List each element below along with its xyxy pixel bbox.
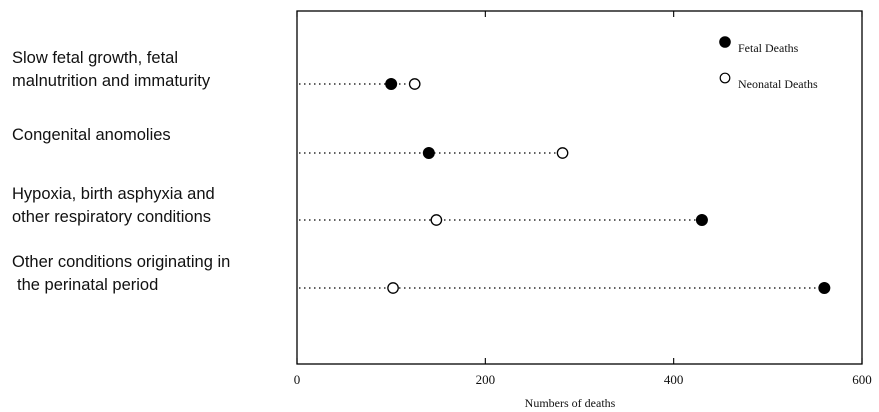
point-fetal-deaths-4: [818, 282, 831, 294]
x-axis-tick-labels: 0 200 400 600: [294, 372, 872, 387]
point-fetal-deaths-3: [695, 214, 708, 226]
point-fetal-deaths-2: [422, 147, 435, 159]
x-tick-label-0: 0: [294, 372, 301, 387]
x-tick-label-600: 600: [852, 372, 872, 387]
category-label-1-line-1: Slow fetal growth, fetal: [12, 49, 178, 67]
point-neonatal-deaths-3: [430, 214, 443, 226]
legend-marker-neonatal-deaths: [719, 72, 731, 84]
legend: Fetal Deaths Neonatal Deaths: [719, 36, 818, 91]
data-rows: [299, 78, 831, 294]
x-tick-label-200: 200: [476, 372, 496, 387]
x-axis-ticks: [296, 11, 863, 364]
x-axis-title: Numbers of deaths: [525, 396, 616, 410]
point-neonatal-deaths-1: [408, 78, 421, 90]
category-label-3-line-1: Hypoxia, birth asphyxia and: [12, 185, 215, 203]
point-fetal-deaths-1: [385, 78, 398, 90]
point-neonatal-deaths-2: [556, 147, 569, 159]
x-tick-label-400: 400: [664, 372, 684, 387]
legend-marker-fetal-deaths: [719, 36, 731, 48]
legend-label-neonatal-deaths: Neonatal Deaths: [738, 77, 818, 91]
legend-label-fetal-deaths: Fetal Deaths: [738, 41, 799, 55]
category-labels: Slow fetal growth, fetal malnutrition and…: [12, 49, 230, 294]
category-label-4-line-1: Other conditions originating in: [12, 253, 230, 271]
point-neonatal-deaths-4: [387, 282, 399, 294]
plot-frame: [296, 10, 863, 365]
category-label-3-line-2: other respiratory conditions: [12, 208, 211, 226]
category-label-2-line-1: Congenital anomolies: [12, 126, 171, 144]
category-label-4-line-2: the perinatal period: [17, 276, 158, 294]
category-label-1-line-2: malnutrition and immaturity: [12, 72, 211, 90]
